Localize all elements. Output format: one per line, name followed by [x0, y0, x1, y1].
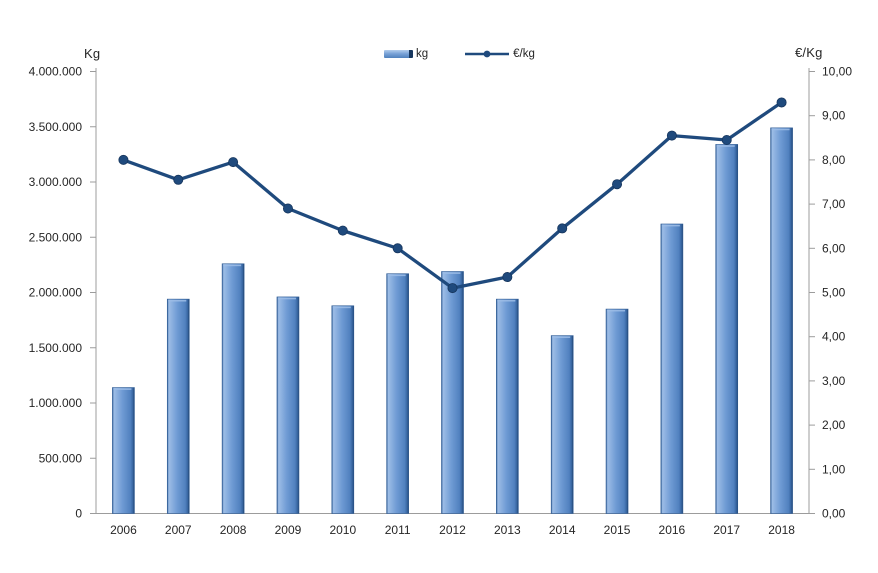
- x-axis-label-2014: 2014: [549, 523, 576, 537]
- bar-series-swatch-icon: [384, 50, 413, 58]
- bar-2013: [496, 298, 519, 514]
- bar-top-highlight-2017: [716, 145, 735, 147]
- right-axis-tick-label: 5,00: [822, 286, 846, 300]
- right-axis-tick-label: 1,00: [822, 462, 846, 476]
- right-axis-tick-label: 0,00: [822, 507, 846, 521]
- right-axis-tick-label: 9,00: [822, 109, 846, 123]
- legend: kg €/kg: [384, 48, 535, 60]
- x-axis-label-2009: 2009: [275, 523, 302, 537]
- left-axis-title: Kg: [84, 46, 101, 61]
- bar-top-highlight-2010: [332, 306, 351, 309]
- legend-bar-label: kg: [416, 48, 429, 60]
- bar-top-highlight-2008: [223, 264, 242, 267]
- bar-2009: [276, 296, 300, 514]
- x-axis-label-2013: 2013: [494, 523, 521, 537]
- x-axis-label-2011: 2011: [385, 523, 411, 537]
- bar-2016: [660, 223, 684, 514]
- line-point-2011: [392, 243, 403, 254]
- right-axis-tick-label: 3,00: [822, 374, 846, 388]
- x-axis-label-2007: 2007: [165, 523, 192, 537]
- bar-2015: [605, 308, 629, 514]
- left-axis-tick-label: 500.000: [39, 451, 83, 465]
- left-axis-tick-label: 0: [75, 507, 82, 521]
- x-axis-label-2018: 2018: [768, 523, 795, 537]
- line-point-2013: [502, 272, 513, 283]
- bar-top-highlight-2016: [661, 224, 680, 227]
- bar-top-highlight-2014: [552, 336, 571, 338]
- bar-top-highlight-2015: [607, 309, 626, 312]
- right-axis-tick-label: 4,00: [822, 330, 846, 344]
- left-axis-tick-label: 4.000.000: [29, 65, 83, 79]
- x-axis-label-2017: 2017: [713, 523, 740, 537]
- bar-top-highlight-2009: [277, 297, 296, 300]
- line-point-2018: [776, 97, 787, 108]
- right-axis-tick-label: 7,00: [822, 197, 846, 211]
- bar-top-highlight-2007: [168, 299, 187, 302]
- line-point-2007: [173, 174, 184, 185]
- line-point-2008: [228, 157, 239, 168]
- bar-top-highlight-2012: [442, 272, 461, 274]
- x-axis-label-2015: 2015: [604, 523, 631, 537]
- x-axis-label-2008: 2008: [220, 523, 247, 537]
- line-point-2006: [118, 154, 129, 165]
- line-point-2012: [447, 283, 458, 294]
- x-axis-label-2016: 2016: [659, 523, 686, 537]
- legend-item-kg: kg: [384, 48, 428, 60]
- left-axis-tick-label: 1.000.000: [29, 396, 83, 410]
- right-axis-tick-label: 10,00: [822, 65, 852, 79]
- bar-top-highlight-2006: [113, 388, 132, 390]
- line-point-2016: [666, 130, 677, 141]
- line-series-swatch-icon: [465, 50, 510, 58]
- bar-2008: [221, 263, 245, 514]
- left-axis-tick-label: 3.000.000: [29, 175, 83, 189]
- bar-2011: [386, 273, 409, 514]
- bar-2014: [550, 335, 574, 514]
- line-point-2009: [282, 203, 293, 214]
- x-axis-label-2006: 2006: [110, 523, 137, 537]
- bar-2006: [112, 387, 135, 514]
- right-axis-title: €/Kg: [795, 45, 823, 60]
- bar-2007: [166, 298, 190, 514]
- bar-top-highlight-2018: [771, 128, 790, 131]
- x-axis-label-2010: 2010: [329, 523, 356, 537]
- line-point-2014: [557, 223, 568, 234]
- right-axis-tick-label: 6,00: [822, 241, 846, 255]
- left-axis-tick-label: 1.500.000: [29, 341, 83, 355]
- legend-line-label: €/kg: [513, 48, 535, 60]
- line-point-2015: [612, 179, 623, 190]
- x-axis-label-2012: 2012: [439, 523, 466, 537]
- bar-2018: [770, 127, 793, 514]
- bar-2010: [331, 305, 355, 514]
- bar-top-highlight-2011: [387, 274, 406, 277]
- bar-top-highlight-2013: [497, 299, 516, 302]
- legend-item-eur-per-kg: €/kg: [464, 48, 535, 60]
- right-axis-tick-label: 8,00: [822, 153, 846, 167]
- left-axis-tick-label: 2.000.000: [29, 286, 83, 300]
- right-axis-tick-label: 2,00: [822, 418, 846, 432]
- bar-2012: [441, 271, 464, 514]
- bar-2017: [715, 144, 739, 514]
- left-axis-tick-label: 3.500.000: [29, 120, 83, 134]
- line-point-2010: [337, 225, 348, 236]
- line-point-2017: [721, 135, 732, 146]
- left-axis-tick-label: 2.500.000: [29, 230, 83, 244]
